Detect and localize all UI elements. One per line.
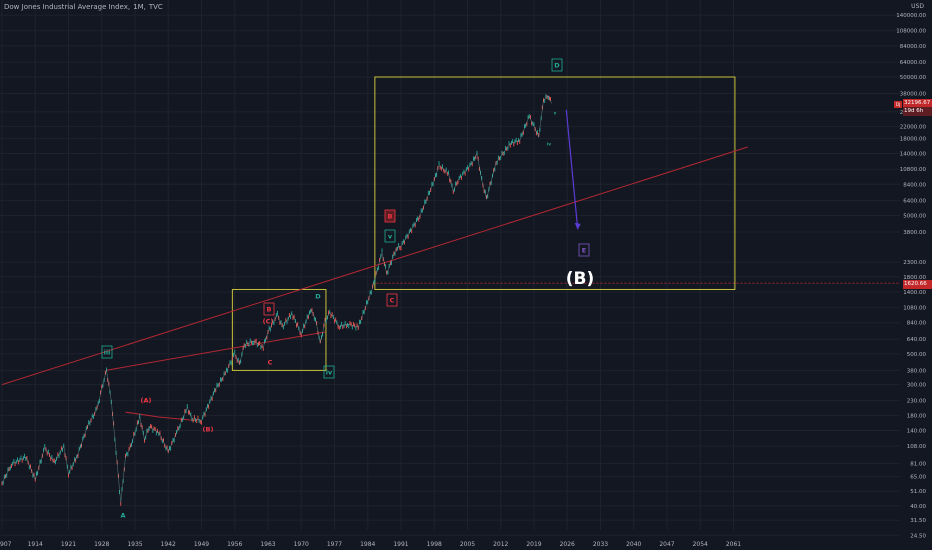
x-tick-label: 2054 xyxy=(693,541,708,548)
x-tick-label: 1998 xyxy=(427,541,442,548)
x-tick-label: 2026 xyxy=(560,541,575,548)
x-tick-label: 1928 xyxy=(94,541,109,548)
wave-label[interactable]: (B) xyxy=(203,426,214,434)
wave-label-frame xyxy=(384,209,396,223)
y-tick-label: 18000.00 xyxy=(900,136,927,142)
wave-label[interactable]: v xyxy=(388,233,393,241)
last-price-tag: 32196.67 xyxy=(903,99,932,108)
y-tick-label: 81.00 xyxy=(910,461,926,467)
wave-label[interactable]: C xyxy=(268,359,273,367)
y-tick-label: 500.00 xyxy=(907,352,927,358)
wave-label-frame xyxy=(101,345,113,359)
x-tick-label: 1942 xyxy=(161,541,176,548)
x-tick-label: 2012 xyxy=(493,541,508,548)
y-tick-label: 5000.00 xyxy=(903,213,926,219)
y-tick-label: 31.50 xyxy=(910,518,926,524)
wave-label-frame xyxy=(384,229,396,243)
x-tick-label: 1970 xyxy=(294,541,309,548)
wave-box xyxy=(374,76,736,290)
wave-box xyxy=(231,288,327,371)
wave-label[interactable]: (C) xyxy=(263,318,274,326)
x-tick-label: 1921 xyxy=(61,541,76,548)
x-tick-label: 1977 xyxy=(327,541,342,548)
projection-arrow[interactable] xyxy=(565,109,579,229)
trendline[interactable] xyxy=(1,146,748,386)
wave-label-large[interactable]: (B) xyxy=(566,269,595,289)
wave-label[interactable]: E xyxy=(582,247,586,255)
wave-label-frame xyxy=(551,58,563,72)
x-tick-label: 2061 xyxy=(726,541,741,548)
wave-label-frame xyxy=(578,243,590,257)
wave-label[interactable]: C xyxy=(390,297,395,305)
arrow-head-icon xyxy=(574,222,581,230)
wave-label[interactable]: D xyxy=(315,293,321,301)
chart-header: Dow Jones Industrial Average Index, 1M, TV… xyxy=(4,3,166,11)
x-tick-label: 2047 xyxy=(659,541,674,548)
wave-label[interactable]: iv xyxy=(326,369,333,377)
countdown-tag: 19d 6h xyxy=(903,107,932,116)
wave-label[interactable]: v xyxy=(554,111,557,116)
y-tick-label: 14000.00 xyxy=(900,152,927,158)
wave-label[interactable]: (A) xyxy=(141,397,152,405)
y-tick-label: 50000.00 xyxy=(900,75,927,81)
x-tick-label: 1914 xyxy=(28,541,43,548)
x-tick-label: 2033 xyxy=(593,541,608,548)
wave-label-frame xyxy=(263,302,275,316)
source: TVC xyxy=(148,3,163,11)
symbol-name: Dow Jones Industrial Average Index, xyxy=(4,3,131,11)
y-tick-label: 108000.00 xyxy=(896,29,926,35)
y-tick-label: 2300.00 xyxy=(903,260,926,266)
y-tick-label: 140000.00 xyxy=(896,13,926,19)
y-tick-label: 8400.00 xyxy=(903,182,926,188)
wave-label[interactable]: B xyxy=(267,306,272,314)
symbol-flag-icon: DJ xyxy=(894,101,902,108)
y-tick-label: 6400.00 xyxy=(903,199,926,205)
y-tick-label: 1800.00 xyxy=(903,275,926,281)
y-tick-label: 40.00 xyxy=(910,504,926,510)
y-tick-label: 38000.00 xyxy=(900,92,927,98)
y-tick-label: 3800.00 xyxy=(903,230,926,236)
wave-label[interactable]: iv xyxy=(547,142,551,147)
y-tick-label: 108.00 xyxy=(907,444,927,450)
x-tick-label: 1984 xyxy=(360,541,375,548)
currency-label[interactable]: USD xyxy=(911,3,924,10)
y-tick-label: 380.00 xyxy=(907,368,927,374)
y-tick-label: 64000.00 xyxy=(900,60,927,66)
wave-label[interactable]: A xyxy=(120,512,125,520)
y-tick-label: 640.00 xyxy=(907,337,927,343)
y-tick-label: 1400.00 xyxy=(903,290,926,296)
x-tick-label: 2040 xyxy=(626,541,641,548)
y-tick-label: 65.00 xyxy=(910,475,926,481)
trendline[interactable] xyxy=(106,331,326,371)
y-tick-label: 10800.00 xyxy=(900,167,927,173)
y-tick-label: 140.00 xyxy=(907,428,927,434)
x-tick-label: 907 xyxy=(0,541,12,548)
x-tick-label: 1963 xyxy=(260,541,275,548)
interval[interactable]: 1M, xyxy=(133,3,146,11)
x-tick-label: 1991 xyxy=(393,541,408,548)
y-tick-label: 230.00 xyxy=(907,399,927,405)
x-tick-label: 2005 xyxy=(460,541,475,548)
price-series-line xyxy=(1,95,552,503)
wave-label[interactable]: D xyxy=(554,62,560,70)
y-tick-label: 840.00 xyxy=(907,321,927,327)
x-tick-label: 1935 xyxy=(127,541,142,548)
wave-label[interactable]: B xyxy=(388,213,393,221)
line-price-tag: 1620.66 xyxy=(903,280,932,289)
y-tick-label: 300.00 xyxy=(907,383,927,389)
trendline[interactable] xyxy=(125,411,197,422)
wave-label-frame xyxy=(323,365,335,379)
y-tick-label: 24.50 xyxy=(910,533,926,539)
x-tick-label: 2019 xyxy=(526,541,541,548)
x-tick-label: 1949 xyxy=(194,541,209,548)
y-tick-label: 84000.00 xyxy=(900,44,927,50)
y-tick-label: 51.00 xyxy=(910,489,926,495)
y-tick-label: 1080.00 xyxy=(903,306,926,312)
x-tick-label: 1956 xyxy=(227,541,242,548)
wave-label[interactable]: iii xyxy=(104,349,111,357)
wave-label-frame xyxy=(386,293,398,307)
y-tick-label: 22000.00 xyxy=(900,124,927,130)
y-tick-label: 180.00 xyxy=(907,413,927,419)
